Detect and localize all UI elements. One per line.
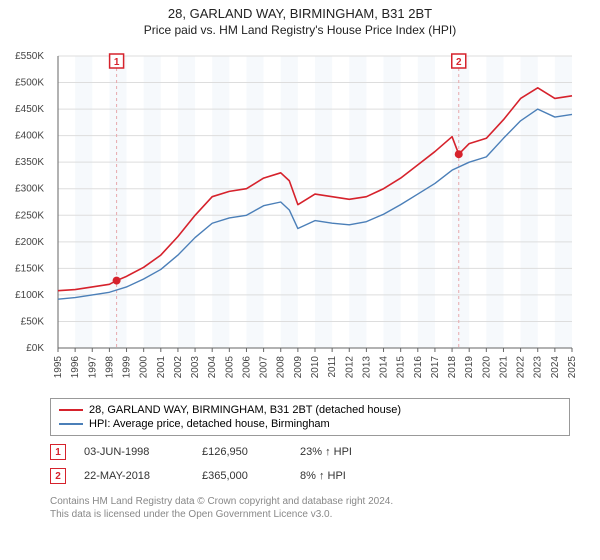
svg-text:£350K: £350K xyxy=(15,157,44,168)
svg-text:£200K: £200K xyxy=(15,237,44,248)
sale-hpi: 8% ↑ HPI xyxy=(300,470,400,482)
sales-table: 1 03-JUN-1998 £126,950 23% ↑ HPI 2 22-MAY-201… xyxy=(50,440,570,488)
svg-text:2006: 2006 xyxy=(241,356,252,379)
svg-text:2016: 2016 xyxy=(413,356,424,379)
svg-text:2023: 2023 xyxy=(533,356,544,379)
svg-text:£0K: £0K xyxy=(26,343,44,354)
svg-text:2015: 2015 xyxy=(396,356,407,379)
svg-text:£450K: £450K xyxy=(15,104,44,115)
svg-text:2020: 2020 xyxy=(481,356,492,379)
svg-text:1997: 1997 xyxy=(87,356,98,379)
chart-subtitle: Price paid vs. HM Land Registry's House … xyxy=(0,21,600,41)
legend-swatch xyxy=(59,423,83,425)
sale-row: 2 22-MAY-2018 £365,000 8% ↑ HPI xyxy=(50,464,570,488)
legend-item: HPI: Average price, detached house, Birm… xyxy=(59,417,561,431)
svg-text:2004: 2004 xyxy=(207,356,218,379)
svg-text:2018: 2018 xyxy=(447,356,458,379)
sale-price: £126,950 xyxy=(202,446,282,458)
svg-text:1999: 1999 xyxy=(122,356,133,379)
sale-row: 1 03-JUN-1998 £126,950 23% ↑ HPI xyxy=(50,440,570,464)
svg-text:1998: 1998 xyxy=(104,356,115,379)
svg-text:2025: 2025 xyxy=(567,356,578,379)
chart-container: 28, GARLAND WAY, BIRMINGHAM, B31 2BT Pri… xyxy=(0,0,600,560)
svg-text:2007: 2007 xyxy=(259,356,270,379)
legend-label: 28, GARLAND WAY, BIRMINGHAM, B31 2BT (de… xyxy=(89,404,401,416)
sale-date: 22-MAY-2018 xyxy=(84,470,184,482)
svg-text:2: 2 xyxy=(456,57,462,68)
legend: 28, GARLAND WAY, BIRMINGHAM, B31 2BT (de… xyxy=(50,398,570,436)
svg-text:£50K: £50K xyxy=(21,316,45,327)
svg-text:2014: 2014 xyxy=(379,356,390,379)
svg-text:2013: 2013 xyxy=(361,356,372,379)
svg-text:2021: 2021 xyxy=(498,356,509,379)
chart-title: 28, GARLAND WAY, BIRMINGHAM, B31 2BT xyxy=(0,0,600,21)
svg-text:2010: 2010 xyxy=(310,356,321,379)
license-text: Contains HM Land Registry data © Crown c… xyxy=(50,495,570,521)
svg-text:2024: 2024 xyxy=(550,356,561,379)
svg-text:£150K: £150K xyxy=(15,263,44,274)
svg-text:£400K: £400K xyxy=(15,131,44,142)
svg-text:2005: 2005 xyxy=(224,356,235,379)
svg-text:1: 1 xyxy=(114,57,120,68)
license-line-2: This data is licensed under the Open Gov… xyxy=(50,508,570,521)
price-chart: £0K£50K£100K£150K£200K£250K£300K£350K£40… xyxy=(50,48,580,388)
svg-text:£300K: £300K xyxy=(15,184,44,195)
svg-text:2001: 2001 xyxy=(156,356,167,379)
legend-swatch xyxy=(59,409,83,411)
svg-text:2011: 2011 xyxy=(327,356,338,378)
svg-text:2009: 2009 xyxy=(293,356,304,379)
svg-text:£550K: £550K xyxy=(15,51,44,62)
sale-price: £365,000 xyxy=(202,470,282,482)
legend-item: 28, GARLAND WAY, BIRMINGHAM, B31 2BT (de… xyxy=(59,403,561,417)
svg-text:1995: 1995 xyxy=(53,356,64,379)
sale-date: 03-JUN-1998 xyxy=(84,446,184,458)
svg-text:2002: 2002 xyxy=(173,356,184,379)
sale-marker: 1 xyxy=(50,444,66,460)
legend-label: HPI: Average price, detached house, Birm… xyxy=(89,418,330,430)
svg-text:2003: 2003 xyxy=(190,356,201,379)
svg-text:£100K: £100K xyxy=(15,290,44,301)
svg-text:2008: 2008 xyxy=(276,356,287,379)
svg-text:£500K: £500K xyxy=(15,78,44,89)
svg-text:2000: 2000 xyxy=(139,356,150,379)
svg-text:1996: 1996 xyxy=(70,356,81,379)
svg-text:£250K: £250K xyxy=(15,210,44,221)
svg-text:2012: 2012 xyxy=(344,356,355,379)
svg-text:2017: 2017 xyxy=(430,356,441,379)
svg-text:2019: 2019 xyxy=(464,356,475,379)
sale-marker: 2 xyxy=(50,468,66,484)
license-line-1: Contains HM Land Registry data © Crown c… xyxy=(50,495,570,508)
sale-hpi: 23% ↑ HPI xyxy=(300,446,400,458)
svg-text:2022: 2022 xyxy=(516,356,527,379)
